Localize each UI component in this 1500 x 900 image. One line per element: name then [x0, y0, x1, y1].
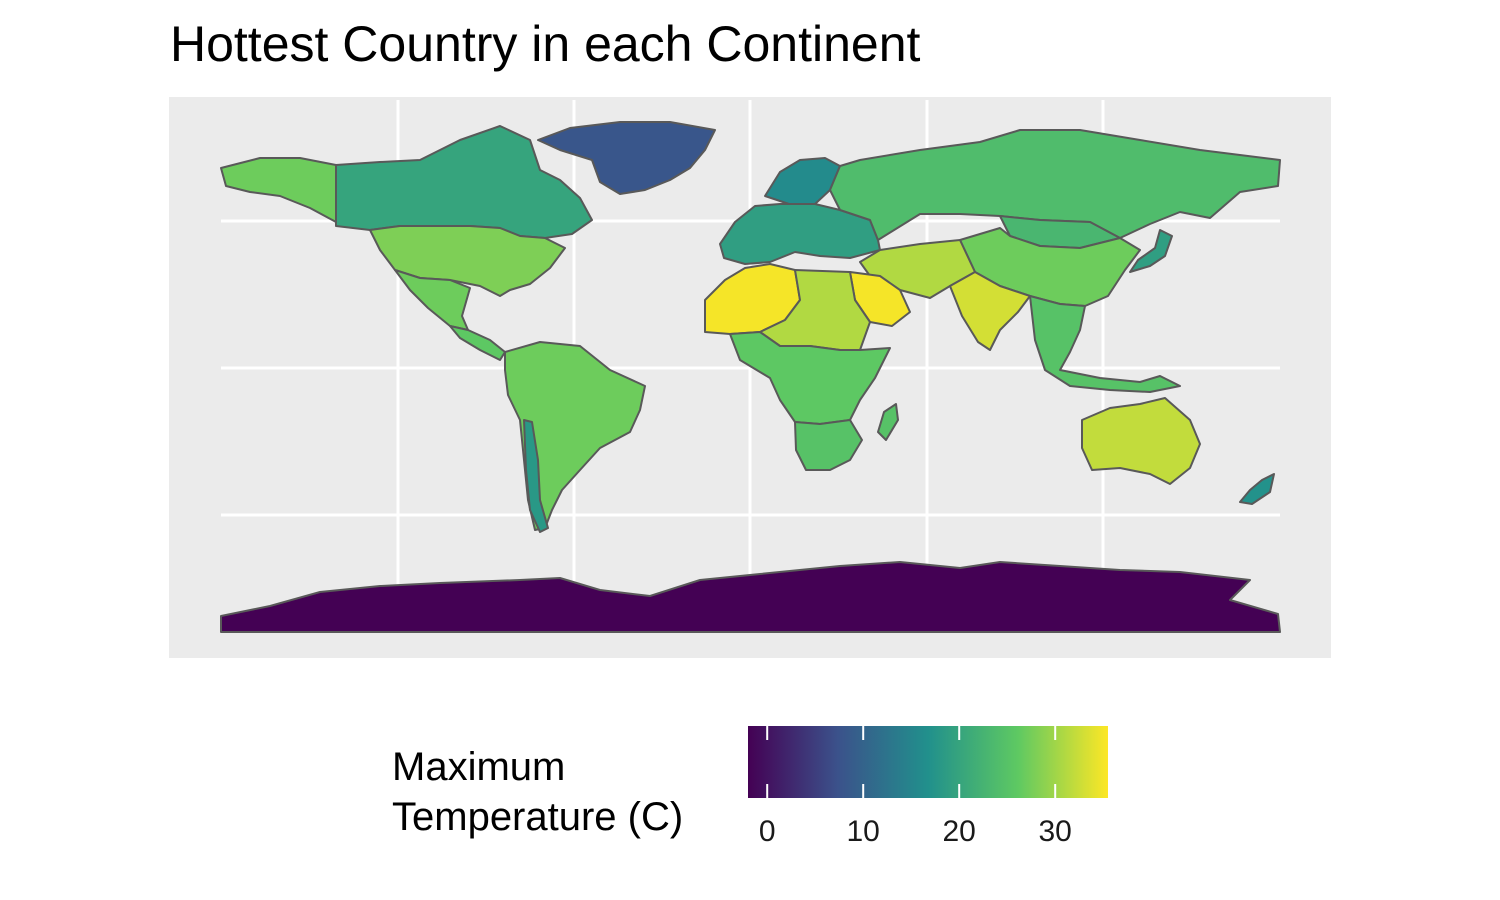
region-mexico	[394, 269, 471, 331]
legend-tick-label-0: 0	[758, 815, 776, 848]
region-russia	[829, 129, 1281, 241]
region-chile	[523, 419, 549, 533]
region-southeast-asia	[1029, 295, 1181, 393]
legend-title-line-2: Temperature (C)	[392, 795, 684, 839]
legend-title-line-1: Maximum	[392, 745, 566, 789]
legend-tick-label-10: 10	[846, 815, 880, 848]
region-southern-africa	[794, 419, 863, 471]
colorbar-ticks	[766, 726, 1057, 798]
region-greenland	[537, 121, 716, 195]
region-alaska	[220, 157, 337, 223]
region-central-africa	[729, 331, 891, 425]
region-new-zealand	[1239, 473, 1275, 505]
legend-tick-label-20: 20	[942, 815, 976, 848]
legend-tick-label-30: 30	[1038, 815, 1072, 848]
region-antarctica	[220, 561, 1281, 633]
region-australia	[1081, 397, 1201, 485]
region-madagascar	[877, 403, 899, 441]
region-japan	[1129, 229, 1173, 273]
region-central-america	[449, 325, 506, 361]
colorbar	[748, 726, 1108, 798]
map-title: Hottest Country in each Continent	[170, 16, 921, 72]
legend-title: Maximum Temperature (C)	[392, 742, 683, 842]
region-europe	[719, 203, 881, 265]
region-india	[949, 271, 1031, 351]
